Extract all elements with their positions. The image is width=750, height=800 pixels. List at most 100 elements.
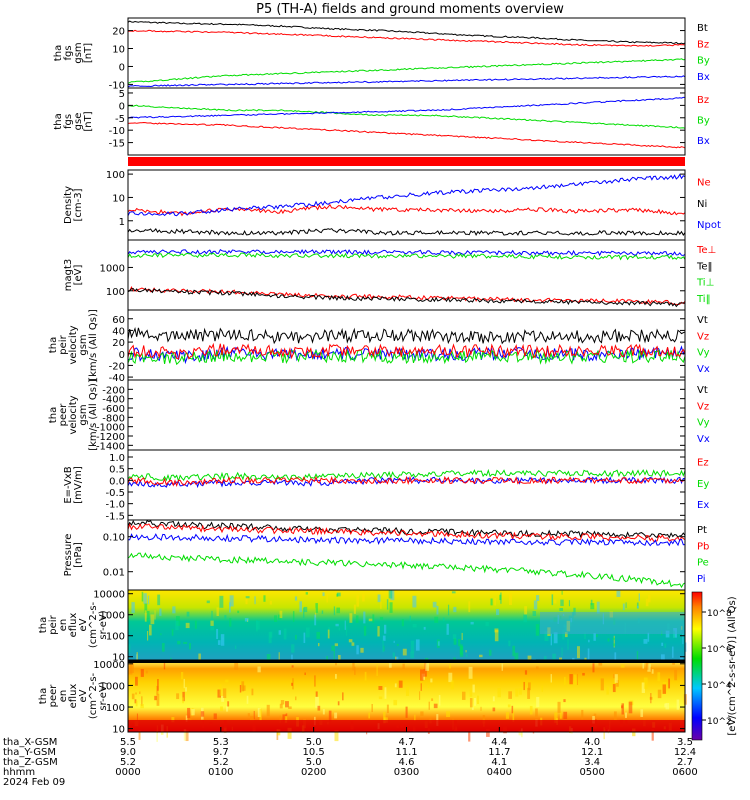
spectrogram-cell (356, 645, 359, 655)
spectrogram-cell (401, 619, 404, 627)
spectrogram-cell (183, 641, 188, 644)
spectrogram-cell (471, 707, 474, 710)
panel-efield: 1.00.50.0-0.5-1.0-1.5 E=-VxB [mV/m] Ez Ey Ex (63, 449, 709, 522)
y-axis-label-line: [mV/m] (73, 466, 84, 504)
spectrogram-cell (278, 652, 280, 661)
spectrogram-cell (536, 696, 540, 708)
spectrogram-cell (249, 716, 254, 721)
spectrogram-cell (368, 618, 373, 622)
legend-entry: Bt (697, 23, 708, 34)
colorbar-tick-label: 10^2 (707, 717, 732, 727)
spectrogram-cell (551, 594, 554, 606)
spectrogram-cell (386, 599, 389, 610)
spectrogram-cell (446, 711, 451, 718)
time-axis-value: 0000 (115, 767, 140, 778)
spectrogram-cell (217, 689, 222, 698)
spectrogram-cell (284, 716, 288, 723)
legend-entry: Ex (697, 500, 709, 511)
time-axis-value: 4.4 (491, 737, 507, 748)
time-axis-value: 12.4 (674, 747, 696, 758)
spectrogram-cell (185, 730, 189, 742)
spectrogram-cell (507, 704, 511, 708)
spectrogram-cell (494, 597, 496, 606)
spectrogram-cell (518, 688, 522, 695)
spectrogram-cell (348, 639, 353, 643)
spectrogram-cell (442, 617, 445, 622)
spectrogram-cell (423, 626, 426, 630)
spectrogram-cell (512, 710, 515, 722)
legend-entry: Pb (697, 541, 709, 552)
spectrogram-cell (378, 696, 383, 700)
y-tick-label: -15 (109, 139, 125, 150)
y-tick-label: 100 (106, 703, 125, 714)
spectrogram-cell (315, 603, 318, 613)
spectrogram-cell (490, 598, 493, 606)
spectrogram-cell (465, 650, 467, 653)
spectrogram-cell (234, 661, 239, 670)
spectrogram-cell (559, 608, 564, 611)
legend-entry: Vt (697, 385, 708, 396)
y-axis-label-line: tha (38, 617, 49, 633)
spectrogram-cell (384, 687, 387, 699)
y-axis-label: tha peir velocity gsm [km/s (All Qs)] (48, 309, 99, 381)
spectrogram-cell (163, 660, 166, 670)
spectrogram-cell (139, 691, 141, 695)
spectrogram-cell (496, 609, 500, 616)
spectrogram-cell (389, 602, 393, 613)
spectrogram-cell (662, 684, 666, 694)
spectrogram-cell (246, 695, 249, 704)
spectrogram-cell (508, 593, 512, 605)
spectrogram-cell (135, 700, 138, 707)
y-axis-label-line: gsm (73, 42, 84, 63)
spectrogram-cell (529, 705, 533, 715)
spectrogram-cell (616, 679, 619, 687)
y-axis-label: tha peer en eflux eV (cm^2-s-sr-eV) (38, 672, 109, 719)
legend-entry: Vx (697, 364, 710, 375)
spectrogram-cell (314, 675, 316, 687)
spectrogram-cell (334, 730, 339, 742)
spectrogram-cell (523, 614, 527, 623)
spectrogram-cell (476, 695, 480, 705)
legend-entry: Ti‖ (696, 294, 711, 305)
spectrogram-cell (143, 593, 147, 604)
spectrogram-cell (363, 611, 366, 624)
spectrogram-cell (488, 649, 492, 656)
spectrogram-cell (612, 684, 616, 693)
spectrogram-cell (328, 710, 332, 722)
spectrogram-cell (557, 701, 561, 713)
spectrogram-cell (621, 703, 625, 715)
spectrogram-cell (285, 713, 288, 717)
spectrogram-cell (213, 713, 217, 720)
spectrogram-cell (229, 595, 234, 607)
legend-entry: Ne (697, 178, 711, 189)
spectrogram-cell (382, 640, 384, 653)
time-axis-row-label: hhmm (3, 767, 35, 778)
spectrogram-cell (237, 610, 240, 614)
spectrogram-cell (148, 624, 152, 636)
spectrogram-cell (567, 638, 569, 650)
spectrogram-cell (176, 693, 180, 700)
spectrogram-cell (377, 594, 381, 603)
spectrogram-cell (352, 660, 355, 671)
legend-entry: Bz (697, 39, 709, 50)
y-tick-label: -200 (102, 385, 125, 396)
panel-frame (127, 379, 686, 451)
spectrogram-cell (283, 628, 287, 640)
spectrogram-cell (497, 688, 501, 698)
spectrogram-cell (592, 663, 595, 673)
series-line-Ey (127, 468, 686, 483)
spectrogram-cell (614, 652, 617, 662)
spectrogram-cell (642, 661, 645, 669)
spectrogram-cell (303, 632, 306, 644)
time-axis-value: 11.1 (395, 747, 417, 758)
spectrogram-cell (295, 696, 297, 701)
spectrogram-cell (135, 692, 137, 695)
spectrogram-cell (253, 710, 255, 720)
y-tick-label: 1000 (100, 263, 125, 274)
spectrogram-cell (552, 653, 556, 660)
y-tick-label: -10 (109, 126, 125, 137)
spectrogram-cell (657, 689, 662, 699)
spectrogram-cell (336, 593, 339, 597)
series-line-Ez (127, 475, 686, 488)
